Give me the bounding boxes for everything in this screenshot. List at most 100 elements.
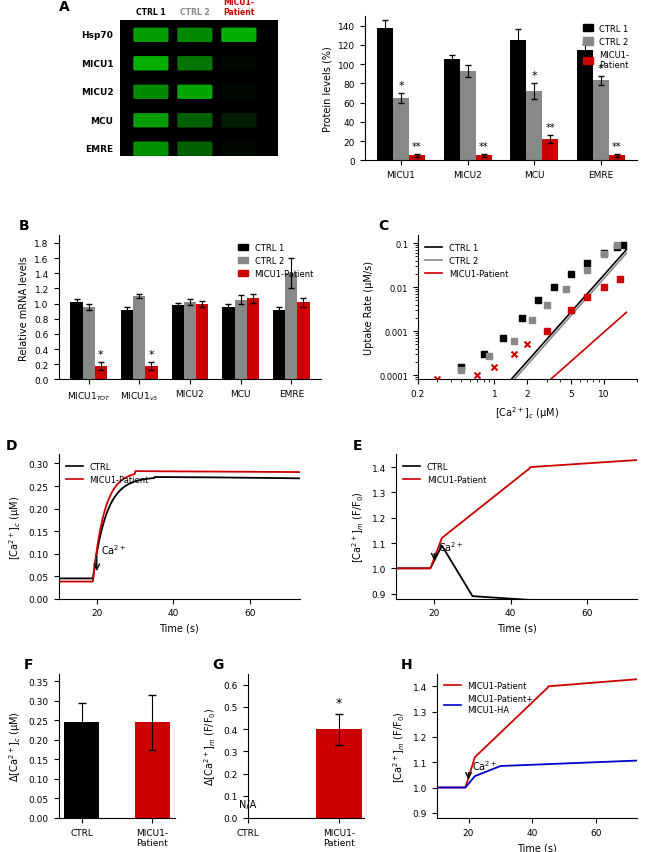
MICU1-Patient [529, 697, 537, 707]
Point [456, 361, 467, 375]
Text: **: ** [545, 124, 555, 133]
FancyBboxPatch shape [177, 114, 213, 129]
MICU1-Patient+
MICU1-HA [629, 756, 636, 766]
X-axis label: Time (s): Time (s) [159, 623, 199, 633]
Text: E: E [352, 438, 362, 452]
CTRL [185, 473, 193, 483]
FancyBboxPatch shape [177, 57, 213, 72]
Y-axis label: Δ[Ca$^{2+}$]$_c$ (μM): Δ[Ca$^{2+}$]$_c$ (μM) [7, 711, 23, 781]
MICU1-Patient [253, 467, 261, 477]
Bar [273, 310, 285, 380]
MICU1-Patient [170, 467, 177, 477]
Point [549, 281, 559, 295]
MICU1-Patient [433, 782, 441, 792]
Point [611, 241, 621, 255]
Point [517, 312, 528, 325]
MICU1-Patient+
MICU1-HA [633, 756, 641, 766]
MICU1-Patient [296, 468, 304, 478]
Point [456, 364, 467, 377]
MICU1-Patient [198, 467, 206, 477]
Text: *: * [336, 696, 343, 710]
X-axis label: Time (s): Time (s) [497, 623, 536, 633]
FancyBboxPatch shape [221, 85, 257, 100]
Bar [222, 308, 235, 380]
MICU1-Patient [171, 467, 179, 477]
Text: Ca$^{2+}$: Ca$^{2+}$ [101, 542, 126, 556]
Bar [70, 302, 83, 380]
Text: MICU1-
Patient: MICU1- Patient [223, 0, 255, 17]
Text: MICU1: MICU1 [81, 60, 114, 69]
Point [473, 369, 483, 383]
MICU1-Patient+
MICU1-HA [597, 757, 604, 768]
MICU1-Patient+
MICU1-HA [528, 760, 536, 770]
CTRL [291, 474, 298, 484]
Point [508, 335, 519, 348]
X-axis label: [Ca$^{2+}$]$_c$ (μM): [Ca$^{2+}$]$_c$ (μM) [495, 405, 560, 420]
Text: **: ** [412, 141, 422, 152]
Text: Ca$^{2+}$: Ca$^{2+}$ [472, 758, 497, 772]
Bar [542, 140, 558, 161]
Bar [593, 82, 608, 161]
Point [582, 257, 592, 271]
Point [432, 373, 443, 387]
Bar [510, 41, 526, 161]
FancyBboxPatch shape [221, 29, 257, 43]
Y-axis label: [Ca$^{2+}$]$_m$ (F/F$_0$): [Ca$^{2+}$]$_m$ (F/F$_0$) [351, 491, 367, 562]
Text: **: ** [479, 141, 488, 152]
MICU1-Patient [291, 468, 298, 478]
Legend: CTRL, MICU1-Patient: CTRL, MICU1-Patient [62, 459, 152, 488]
FancyBboxPatch shape [120, 21, 278, 157]
X-axis label: Time (s): Time (s) [517, 842, 557, 852]
Legend: CTRL 1, CTRL 2, MICU1-
Patient: CTRL 1, CTRL 2, MICU1- Patient [580, 21, 633, 73]
Bar [297, 302, 309, 380]
Bar [526, 92, 542, 161]
CTRL [151, 472, 159, 482]
FancyBboxPatch shape [177, 85, 213, 100]
CTRL [55, 573, 62, 584]
Bar [409, 156, 425, 161]
Y-axis label: Uptake Rate (μM/s): Uptake Rate (μM/s) [364, 261, 374, 355]
Point [611, 239, 621, 252]
FancyBboxPatch shape [221, 142, 257, 157]
Point [541, 298, 552, 312]
Text: **: ** [612, 141, 621, 152]
MICU1-Patient [633, 674, 641, 684]
FancyBboxPatch shape [133, 142, 168, 157]
Text: *: * [98, 349, 103, 360]
Bar [135, 722, 170, 818]
Text: CTRL 2: CTRL 2 [180, 8, 210, 17]
FancyBboxPatch shape [133, 85, 168, 100]
MICU1-Patient [528, 698, 536, 708]
Text: A: A [58, 0, 70, 14]
FancyBboxPatch shape [133, 114, 168, 129]
Y-axis label: [Ca$^{2+}$]$_c$ (μM): [Ca$^{2+}$]$_c$ (μM) [7, 495, 23, 559]
MICU1-Patient+
MICU1-HA [433, 782, 441, 792]
Legend: MICU1-Patient, MICU1-Patient+
MICU1-HA: MICU1-Patient, MICU1-Patient+ MICU1-HA [441, 678, 537, 717]
Text: C: C [378, 219, 389, 233]
MICU1-Patient [629, 675, 636, 685]
FancyBboxPatch shape [133, 57, 168, 72]
Bar [172, 306, 184, 380]
MICU1-Patient+
MICU1-HA [529, 760, 537, 770]
Bar [95, 366, 107, 380]
MICU1-Patient [597, 677, 604, 688]
Point [533, 294, 543, 308]
Text: *: * [398, 81, 404, 91]
Point [489, 361, 500, 375]
Point [599, 281, 609, 295]
Bar [577, 50, 593, 161]
Bar [83, 308, 95, 380]
Bar [64, 722, 99, 818]
Bar [608, 156, 625, 161]
CTRL [170, 472, 177, 482]
Point [541, 325, 552, 338]
Point [582, 263, 592, 277]
FancyBboxPatch shape [177, 142, 213, 157]
Text: Hsp70: Hsp70 [82, 32, 114, 40]
Bar [235, 301, 247, 380]
Text: D: D [5, 438, 17, 452]
Bar [377, 29, 393, 161]
CTRL [296, 474, 304, 484]
CTRL [198, 473, 206, 483]
Point [599, 248, 609, 262]
